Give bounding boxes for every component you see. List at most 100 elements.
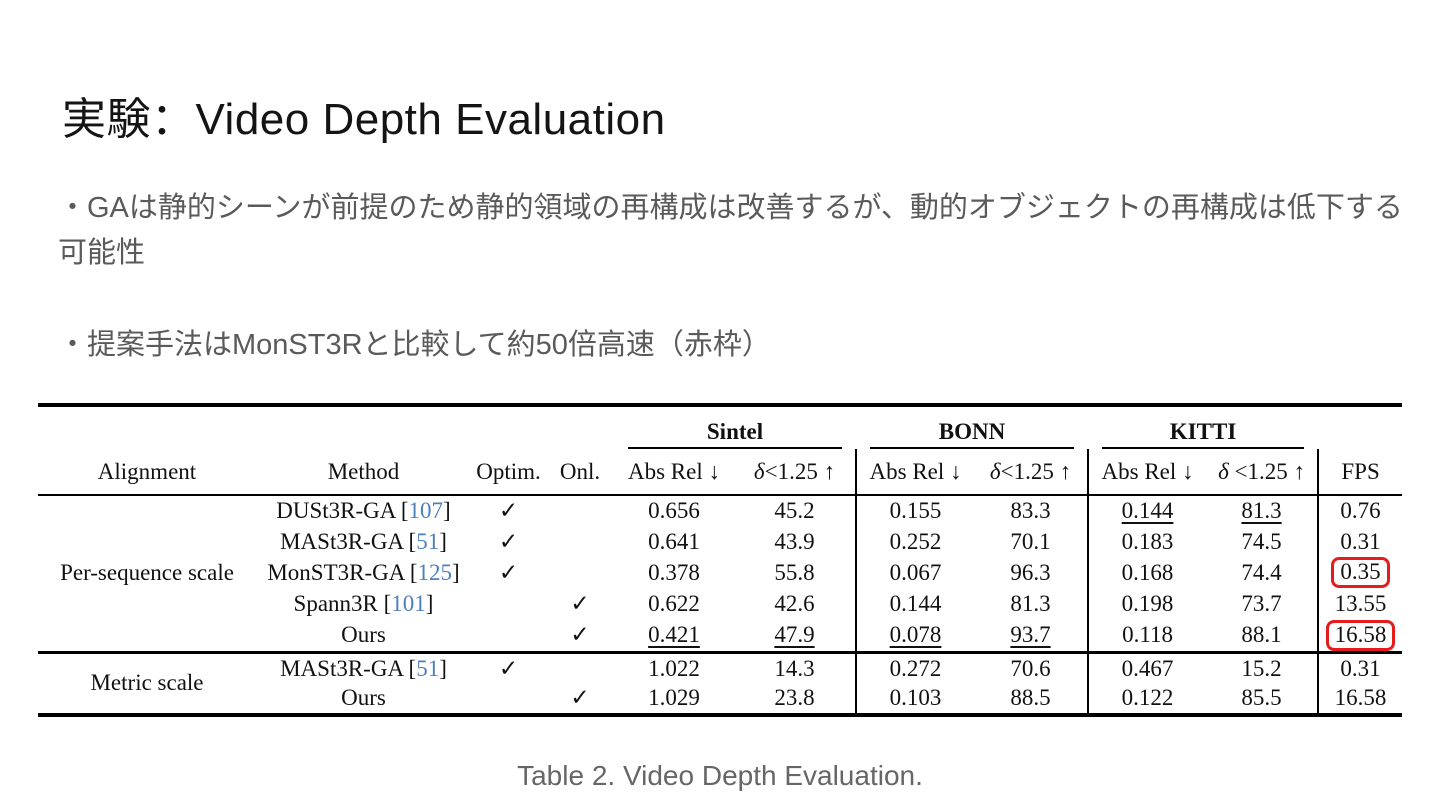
table-row-spann3r: Spann3R [101] ✓ 0.622 42.6 0.144 81.3 0.… bbox=[38, 588, 1403, 620]
delta-threshold: <1.25 ↑ bbox=[1000, 458, 1072, 484]
onl-check bbox=[546, 557, 614, 588]
bonn-delta-cell: 81.3 bbox=[1010, 591, 1051, 617]
onl-check: ✓ bbox=[570, 622, 590, 648]
citation: [125] bbox=[409, 559, 460, 585]
kitti-delta-cell: 85.5 bbox=[1241, 685, 1282, 711]
sintel-absrel-cell: 1.029 bbox=[648, 685, 700, 711]
optim-check bbox=[471, 589, 546, 620]
group-header-bonn: BONN bbox=[856, 405, 1088, 449]
sintel-absrel-cell: 1.022 bbox=[614, 650, 734, 684]
bonn-absrel-cell: 0.155 bbox=[855, 495, 975, 527]
method-name: MASt3R-GA bbox=[280, 528, 403, 554]
method-cell: Spann3R [101] bbox=[256, 589, 471, 620]
table-row-dust3r: Per-sequence scale DUSt3R-GA [107] ✓ 0.6… bbox=[38, 495, 1403, 585]
fps-highlight-box: 16.58 bbox=[1325, 619, 1396, 651]
citation: [51] bbox=[408, 655, 447, 681]
optim-check: ✓ bbox=[498, 528, 519, 554]
table-row-monst3r: MonST3R-GA [125] ✓ 0.378 55.8 0.067 96.3… bbox=[38, 557, 1403, 589]
slide-title: 実験：Video Depth Evaluation bbox=[62, 95, 666, 144]
bonn-delta-cell: 88.5 bbox=[1010, 685, 1051, 711]
kitti-delta-cell: 81.3 bbox=[1241, 498, 1282, 524]
bullet-item-2: ・提案手法はMonST3Rと比較して約50倍高速（赤枠） bbox=[58, 329, 771, 361]
alignment-group-metric: Metric scale bbox=[38, 650, 256, 715]
fps-cell: 16.58 bbox=[1317, 683, 1403, 715]
delta-symbol: δ bbox=[753, 458, 765, 484]
video-depth-results-table: Sintel BONN KITTI Alignment Method Optim… bbox=[38, 403, 1403, 717]
delta-threshold: <1.25 ↑ bbox=[1228, 458, 1305, 484]
method-cell: MASt3R-GA [51] bbox=[256, 650, 471, 684]
fps-cell: 0.35 bbox=[1317, 557, 1403, 589]
method-cell: MonST3R-GA [125] bbox=[256, 557, 471, 588]
fps-cell: 0.31 bbox=[1317, 526, 1403, 558]
optim-check: ✓ bbox=[471, 650, 546, 684]
kitti-absrel-cell: 0.168 bbox=[1087, 557, 1207, 589]
optim-check bbox=[471, 620, 546, 653]
bonn-absrel-cell: 0.078 bbox=[855, 619, 975, 653]
kitti-delta-cell: 74.4 bbox=[1241, 559, 1282, 585]
bonn-absrel-cell: 0.272 bbox=[855, 650, 975, 684]
citation: [51] bbox=[408, 528, 447, 554]
bonn-delta-cell: 70.6 bbox=[974, 650, 1089, 684]
table-row-mast3r-metric: Metric scale MASt3R-GA [51] ✓ 1.022 14.3… bbox=[38, 650, 1403, 715]
citation: [107] bbox=[400, 498, 451, 524]
table-row-ours-perseq: Ours ✓ 0.421 47.9 0.078 93.7 0.118 88.1 … bbox=[38, 619, 1403, 653]
fps-cell: 13.55 bbox=[1317, 588, 1403, 620]
method-name: Ours bbox=[341, 685, 386, 711]
col-header-alignment: Alignment bbox=[38, 449, 256, 496]
table-caption: Table 2. Video Depth Evaluation. bbox=[517, 760, 923, 791]
col-header-bonn-absrel: Abs Rel ↓ bbox=[855, 449, 975, 496]
sintel-delta-cell: 14.3 bbox=[734, 650, 857, 684]
onl-check bbox=[546, 650, 614, 684]
sintel-absrel-cell: 0.656 bbox=[648, 498, 700, 524]
method-name: DUSt3R-GA bbox=[276, 498, 396, 524]
table-column-header-row: Alignment Method Optim. Onl. Abs Rel ↓ δ… bbox=[38, 449, 1403, 496]
fps-cell: 0.31 bbox=[1317, 650, 1403, 684]
citation-number: 125 bbox=[417, 559, 453, 585]
sintel-delta-cell: 45.2 bbox=[774, 498, 815, 524]
results-table-wrapper: Sintel BONN KITTI Alignment Method Optim… bbox=[38, 403, 1403, 717]
col-header-bonn-delta: δ<1.25 ↑ bbox=[974, 449, 1089, 496]
bullet-list: ・GAは静的シーンが前提のため静的領域の再構成は改善するが、動的オブジェクトの再… bbox=[58, 186, 1410, 415]
group-header-fps-spacer bbox=[1318, 405, 1402, 449]
col-header-method: Method bbox=[256, 449, 471, 496]
citation: [101] bbox=[383, 591, 434, 617]
bonn-absrel-cell: 0.252 bbox=[855, 526, 975, 558]
sintel-label: Sintel bbox=[706, 419, 764, 444]
optim-check bbox=[471, 683, 546, 714]
citation-number: 101 bbox=[391, 591, 426, 617]
delta-threshold: <1.25 ↑ bbox=[764, 458, 836, 484]
sintel-delta-cell: 43.9 bbox=[774, 528, 815, 554]
group-header-kitti: KITTI bbox=[1088, 405, 1318, 449]
group-header-spacer bbox=[38, 405, 614, 449]
optim-check: ✓ bbox=[498, 559, 519, 585]
alignment-group-per-sequence: Per-sequence scale bbox=[60, 560, 234, 586]
sintel-absrel-cell: 0.421 bbox=[648, 622, 700, 648]
method-cell: Ours bbox=[256, 620, 471, 653]
table-row-ours-metric: Ours ✓ 1.029 23.8 0.103 88.5 0.122 85.5 … bbox=[38, 683, 1403, 715]
onl-check bbox=[546, 495, 614, 526]
col-header-sintel-delta: δ<1.25 ↑ bbox=[734, 449, 857, 496]
method-cell: DUSt3R-GA [107] bbox=[256, 495, 471, 526]
bonn-delta-cell: 93.7 bbox=[1010, 622, 1051, 648]
citation-number: 51 bbox=[416, 528, 440, 554]
bullet-item-1: ・GAは静的シーンが前提のため静的領域の再構成は改善するが、動的オブジェクトの再… bbox=[58, 192, 1403, 269]
col-header-onl: Onl. bbox=[546, 449, 614, 496]
method-name: Ours bbox=[341, 622, 386, 648]
onl-check bbox=[546, 526, 614, 557]
sintel-delta-cell: 23.8 bbox=[774, 685, 815, 711]
fps-cell: 16.58 bbox=[1317, 619, 1403, 653]
kitti-absrel-cell: 0.198 bbox=[1087, 588, 1207, 620]
bonn-label: BONN bbox=[938, 419, 1006, 444]
kitti-delta-cell: 74.5 bbox=[1241, 528, 1282, 554]
method-name: Spann3R bbox=[293, 591, 378, 617]
kitti-absrel-cell: 0.183 bbox=[1087, 526, 1207, 558]
onl-check: ✓ bbox=[570, 685, 590, 711]
kitti-delta-cell: 15.2 bbox=[1206, 650, 1319, 684]
delta-symbol: δ bbox=[1218, 458, 1229, 484]
citation-number: 107 bbox=[408, 498, 444, 524]
table-row-mast3r: MASt3R-GA [51] ✓ 0.641 43.9 0.252 70.1 0… bbox=[38, 526, 1403, 558]
optim-check: ✓ bbox=[498, 498, 519, 524]
kitti-absrel-cell: 0.467 bbox=[1087, 650, 1207, 684]
kitti-label: KITTI bbox=[1169, 419, 1237, 444]
onl-check: ✓ bbox=[570, 591, 590, 617]
